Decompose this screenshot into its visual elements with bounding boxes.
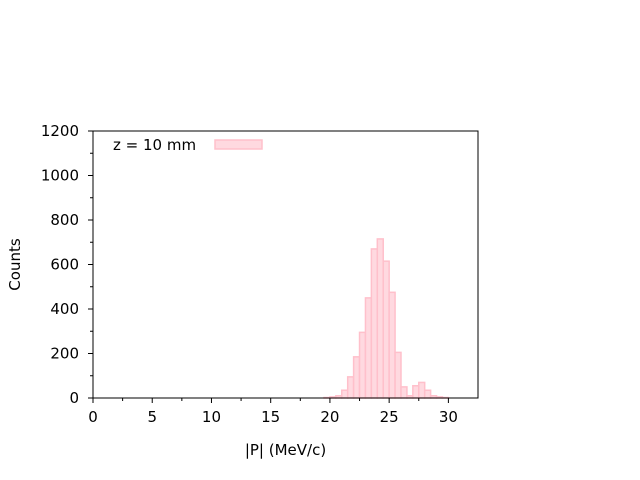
x-tick-label: 0 (88, 408, 98, 426)
histogram-bar (358, 331, 367, 399)
y-axis-ticks: 0 200 400 600 800 1000 1200 (41, 122, 93, 407)
histogram-bars (323, 238, 450, 399)
histogram-bar (364, 297, 373, 399)
x-axis-ticks: 0 5 10 15 20 25 30 (88, 398, 458, 426)
x-tick-label: 10 (202, 408, 221, 426)
x-tick-label: 25 (380, 408, 399, 426)
y-tick-label: 400 (50, 300, 79, 318)
histogram-bar (382, 260, 390, 399)
y-tick-label: 600 (50, 256, 79, 274)
x-tick-label: 20 (320, 408, 339, 426)
legend-label: z = 10 mm (113, 136, 196, 154)
histogram-bar (394, 351, 402, 399)
histogram-bar (352, 356, 361, 399)
x-tick-label: 30 (439, 408, 458, 426)
y-axis-label: Counts (6, 238, 24, 291)
histogram-bar (376, 238, 384, 399)
legend-swatch (214, 139, 263, 150)
histogram-bar (423, 389, 432, 399)
legend: z = 10 mm (113, 136, 263, 154)
x-tick-label: 15 (261, 408, 280, 426)
histogram-bar (400, 386, 408, 399)
histogram-bar (418, 381, 426, 399)
histogram-bar (370, 248, 379, 399)
y-tick-label: 1000 (41, 167, 79, 185)
histogram-bar (412, 385, 420, 399)
histogram-bar (346, 376, 355, 399)
y-tick-label: 0 (69, 389, 79, 407)
y-tick-label: 1200 (41, 122, 79, 140)
y-tick-label: 200 (50, 345, 79, 363)
y-tick-label: 800 (50, 211, 79, 229)
plot-frame (92, 130, 479, 399)
histogram-bar (388, 291, 396, 399)
x-axis-label: |P| (MeV/c) (245, 441, 326, 459)
x-tick-label: 5 (147, 408, 157, 426)
histogram-bar (341, 389, 349, 399)
